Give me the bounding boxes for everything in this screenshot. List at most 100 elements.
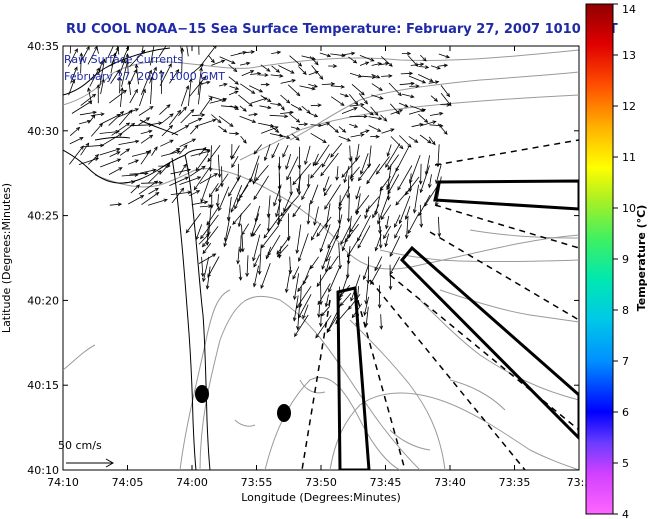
current-vector bbox=[218, 186, 230, 212]
current-vector bbox=[211, 59, 226, 66]
current-vector bbox=[150, 75, 154, 105]
current-vector bbox=[151, 146, 158, 156]
current-vector bbox=[263, 215, 281, 239]
current-vector bbox=[419, 165, 430, 194]
current-vector bbox=[323, 184, 332, 197]
current-vector bbox=[179, 176, 202, 185]
current-vector bbox=[169, 148, 181, 155]
current-vector bbox=[228, 90, 239, 96]
current-vector bbox=[273, 184, 282, 207]
current-vector bbox=[191, 200, 209, 205]
current-vector bbox=[285, 153, 292, 170]
current-vector bbox=[171, 187, 185, 204]
current-vector bbox=[239, 184, 249, 199]
current-vector bbox=[357, 225, 371, 249]
current-vector bbox=[207, 144, 221, 163]
current-vector bbox=[389, 236, 401, 257]
current-vector bbox=[206, 205, 220, 226]
current-vector bbox=[298, 286, 303, 308]
current-vector bbox=[297, 275, 309, 293]
current-vector bbox=[109, 151, 121, 157]
current-vector bbox=[350, 133, 365, 138]
current-vector bbox=[161, 124, 174, 137]
current-vector bbox=[328, 255, 339, 270]
current-vector bbox=[231, 145, 240, 160]
current-vector bbox=[370, 134, 380, 139]
current-vector bbox=[239, 61, 251, 66]
colorbar-tick-label: 10 bbox=[622, 202, 636, 215]
current-vector bbox=[399, 81, 415, 86]
current-vector bbox=[215, 173, 229, 193]
radar-coverage-lines bbox=[301, 139, 579, 470]
current-vector bbox=[88, 153, 100, 165]
current-vector bbox=[308, 70, 319, 76]
current-vector bbox=[129, 123, 153, 127]
current-vector bbox=[253, 144, 263, 155]
current-vector bbox=[168, 109, 182, 126]
current-vector bbox=[346, 193, 351, 223]
current-vector bbox=[270, 74, 284, 78]
current-vector bbox=[327, 226, 341, 249]
current-vector bbox=[380, 204, 392, 221]
current-vector bbox=[89, 67, 100, 87]
current-vector bbox=[232, 203, 252, 225]
colorbar-tick-label: 9 bbox=[622, 253, 629, 266]
current-vector bbox=[180, 47, 185, 74]
current-vector bbox=[380, 114, 388, 122]
current-vector bbox=[374, 256, 383, 272]
current-vector bbox=[140, 149, 152, 165]
current-vector bbox=[217, 154, 222, 179]
current-vector bbox=[296, 174, 302, 193]
current-vector bbox=[301, 186, 310, 201]
bathymetry-contours bbox=[63, 49, 579, 470]
current-vector bbox=[290, 104, 303, 111]
current-vector bbox=[205, 223, 210, 246]
current-vector bbox=[138, 106, 154, 116]
current-vector bbox=[367, 145, 372, 169]
current-vector bbox=[381, 74, 393, 78]
current-vector bbox=[440, 102, 451, 107]
x-axis-label: Longitude (Degrees:Minutes) bbox=[241, 491, 401, 504]
current-vector bbox=[271, 142, 280, 159]
current-vector bbox=[198, 253, 217, 264]
current-vector bbox=[345, 254, 350, 279]
current-vector bbox=[250, 71, 262, 76]
x-tick-label: 74:10 bbox=[47, 476, 79, 489]
current-vector bbox=[371, 62, 383, 66]
y-tick-label: 40:35 bbox=[27, 40, 59, 53]
current-vector bbox=[179, 138, 197, 147]
current-vector bbox=[360, 153, 369, 175]
current-vector bbox=[386, 144, 392, 157]
current-vector bbox=[360, 105, 374, 116]
current-vector bbox=[198, 46, 200, 55]
current-vector bbox=[207, 256, 220, 278]
current-vector bbox=[371, 94, 384, 100]
current-vector bbox=[218, 125, 228, 133]
current-vector bbox=[327, 123, 339, 133]
current-vector bbox=[237, 213, 242, 228]
current-vector bbox=[282, 145, 289, 158]
current-vector bbox=[197, 66, 203, 95]
current-vector bbox=[357, 163, 371, 182]
current-vector bbox=[189, 124, 199, 135]
current-vector bbox=[68, 78, 76, 96]
current-vector bbox=[119, 148, 131, 156]
x-tick-label: 74:05 bbox=[112, 476, 144, 489]
current-vector bbox=[200, 256, 205, 278]
current-vector bbox=[218, 82, 228, 87]
current-vector bbox=[356, 215, 372, 242]
current-vector bbox=[228, 76, 239, 85]
current-vector bbox=[99, 129, 120, 134]
current-vector bbox=[248, 112, 259, 117]
current-vector bbox=[87, 87, 92, 105]
current-vector bbox=[119, 180, 136, 184]
current-vector bbox=[278, 204, 292, 223]
current-vector bbox=[288, 113, 301, 123]
current-vector bbox=[312, 153, 319, 167]
current-vector bbox=[67, 48, 78, 67]
current-vector bbox=[219, 56, 236, 64]
colorbar-tick-label: 6 bbox=[622, 406, 629, 419]
current-vector bbox=[96, 84, 101, 104]
current-vector bbox=[310, 123, 323, 128]
current-vector bbox=[394, 214, 401, 228]
